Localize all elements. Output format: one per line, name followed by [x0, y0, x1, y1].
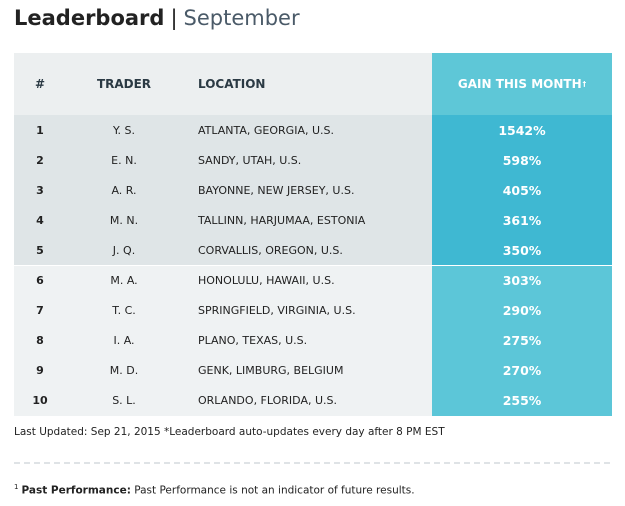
location-cell: PLANO, TEXAS, U.S. — [198, 334, 308, 348]
trader-cell: I. A. — [113, 334, 135, 348]
gain-cell: 275% — [432, 325, 612, 356]
table-row: 5 J. Q. CORVALLIS, OREGON, U.S. 350% — [14, 235, 612, 266]
gain-cell: 598% — [432, 145, 612, 176]
location-cell: HONOLULU, HAWAII, U.S. — [198, 274, 335, 288]
divider — [14, 462, 610, 464]
trader-cell: T. C. — [112, 304, 136, 318]
gain-cell: 1542% — [432, 115, 612, 146]
table-row: 10 S. L. ORLANDO, FLORIDA, U.S. 255% — [14, 385, 612, 416]
trader-cell: A. R. — [111, 183, 137, 197]
title: Leaderboard — [14, 6, 165, 30]
footnote-marker: 1 — [14, 483, 19, 491]
rank-cell: 10 — [32, 394, 48, 408]
gain-cell: 303% — [432, 265, 612, 296]
trader-cell: Y. S. — [113, 123, 135, 137]
gain-cell: 361% — [432, 205, 612, 236]
table-row: 4 M. N. TALLINN, HARJUMAA, ESTONIA 361% — [14, 205, 612, 236]
gain-cell: 350% — [432, 235, 612, 266]
trader-cell: M. A. — [110, 274, 138, 288]
rank-cell: 3 — [36, 183, 44, 197]
gain-mark: † — [582, 80, 587, 88]
table-row: 2 E. N. SANDY, UTAH, U.S. 598% — [14, 145, 612, 176]
header-text: GAIN THIS MONTH — [457, 77, 582, 91]
separator: | — [170, 6, 178, 30]
footnote: 1 Past Performance: Past Performance is n… — [14, 483, 415, 497]
table-row: 1 Y. S. ATLANTA, GEORGIA, U.S. 1542% — [14, 115, 612, 146]
trader-cell: S. L. — [112, 394, 136, 408]
header-cell: LOCATION — [198, 53, 428, 115]
heading: Leaderboard | September — [14, 6, 300, 30]
location-cell: TALLINN, HARJUMAA, ESTONIA — [198, 213, 366, 227]
rank-cell: 2 — [36, 153, 44, 167]
footnote-label: Past Performance: — [21, 484, 131, 497]
last-updated: Last Updated: Sep 21, 2015 *Leaderboard … — [14, 426, 445, 438]
table-row: 7 T. C. SPRINGFIELD, VIRGINIA, U.S. 290% — [14, 295, 612, 326]
rank-cell: 8 — [36, 334, 44, 348]
leaderboard-table: # TRADER LOCATION GAIN THIS MONTH † 1 Y. S. ATL… — [14, 53, 612, 416]
rank-cell: 7 — [36, 304, 44, 318]
subtitle: September — [183, 6, 300, 30]
rank-cell: 1 — [36, 123, 44, 137]
table-row: 9 M. D. GENK, LIMBURG, BELGIUM 270% — [14, 355, 612, 386]
gain-cell: 270% — [432, 355, 612, 386]
rank-cell: 5 — [36, 243, 44, 257]
header-text: # — [34, 77, 46, 91]
location-cell: GENK, LIMBURG, BELGIUM — [198, 364, 344, 378]
rank-cell: 9 — [36, 364, 44, 378]
gain-cell: 405% — [432, 175, 612, 206]
location-cell: ORLANDO, FLORIDA, U.S. — [198, 394, 337, 408]
gain-cell: 290% — [432, 295, 612, 326]
header-text: TRADER — [96, 77, 152, 91]
location-cell: ATLANTA, GEORGIA, U.S. — [198, 123, 334, 137]
location-cell: CORVALLIS, OREGON, U.S. — [198, 243, 343, 257]
table-row: 6 M. A. HONOLULU, HAWAII, U.S. 303% — [14, 265, 612, 296]
location-cell: SANDY, UTAH, U.S. — [198, 153, 302, 167]
header-cell: # — [14, 53, 66, 115]
rank-cell: 6 — [36, 274, 44, 288]
trader-cell: J. Q. — [112, 243, 136, 257]
location-cell: BAYONNE, NEW JERSEY, U.S. — [198, 183, 355, 197]
header-row: # TRADER LOCATION GAIN THIS MONTH † — [14, 53, 612, 115]
table-row: 3 A. R. BAYONNE, NEW JERSEY, U.S. 405% — [14, 175, 612, 206]
table-row: 8 I. A. PLANO, TEXAS, U.S. 275% — [14, 325, 612, 356]
gain-cell: 255% — [432, 385, 612, 416]
rank-cell: 4 — [36, 213, 44, 227]
trader-cell: E. N. — [111, 153, 137, 167]
header-cell: GAIN THIS MONTH † — [432, 53, 612, 115]
trader-cell: M. N. — [109, 213, 139, 227]
location-cell: SPRINGFIELD, VIRGINIA, U.S. — [198, 304, 356, 318]
header-text: LOCATION — [198, 77, 266, 91]
footnote-text: Past Performance is not an indicator of … — [134, 484, 415, 497]
trader-cell: M. D. — [109, 364, 139, 378]
header-cell: TRADER — [74, 53, 174, 115]
